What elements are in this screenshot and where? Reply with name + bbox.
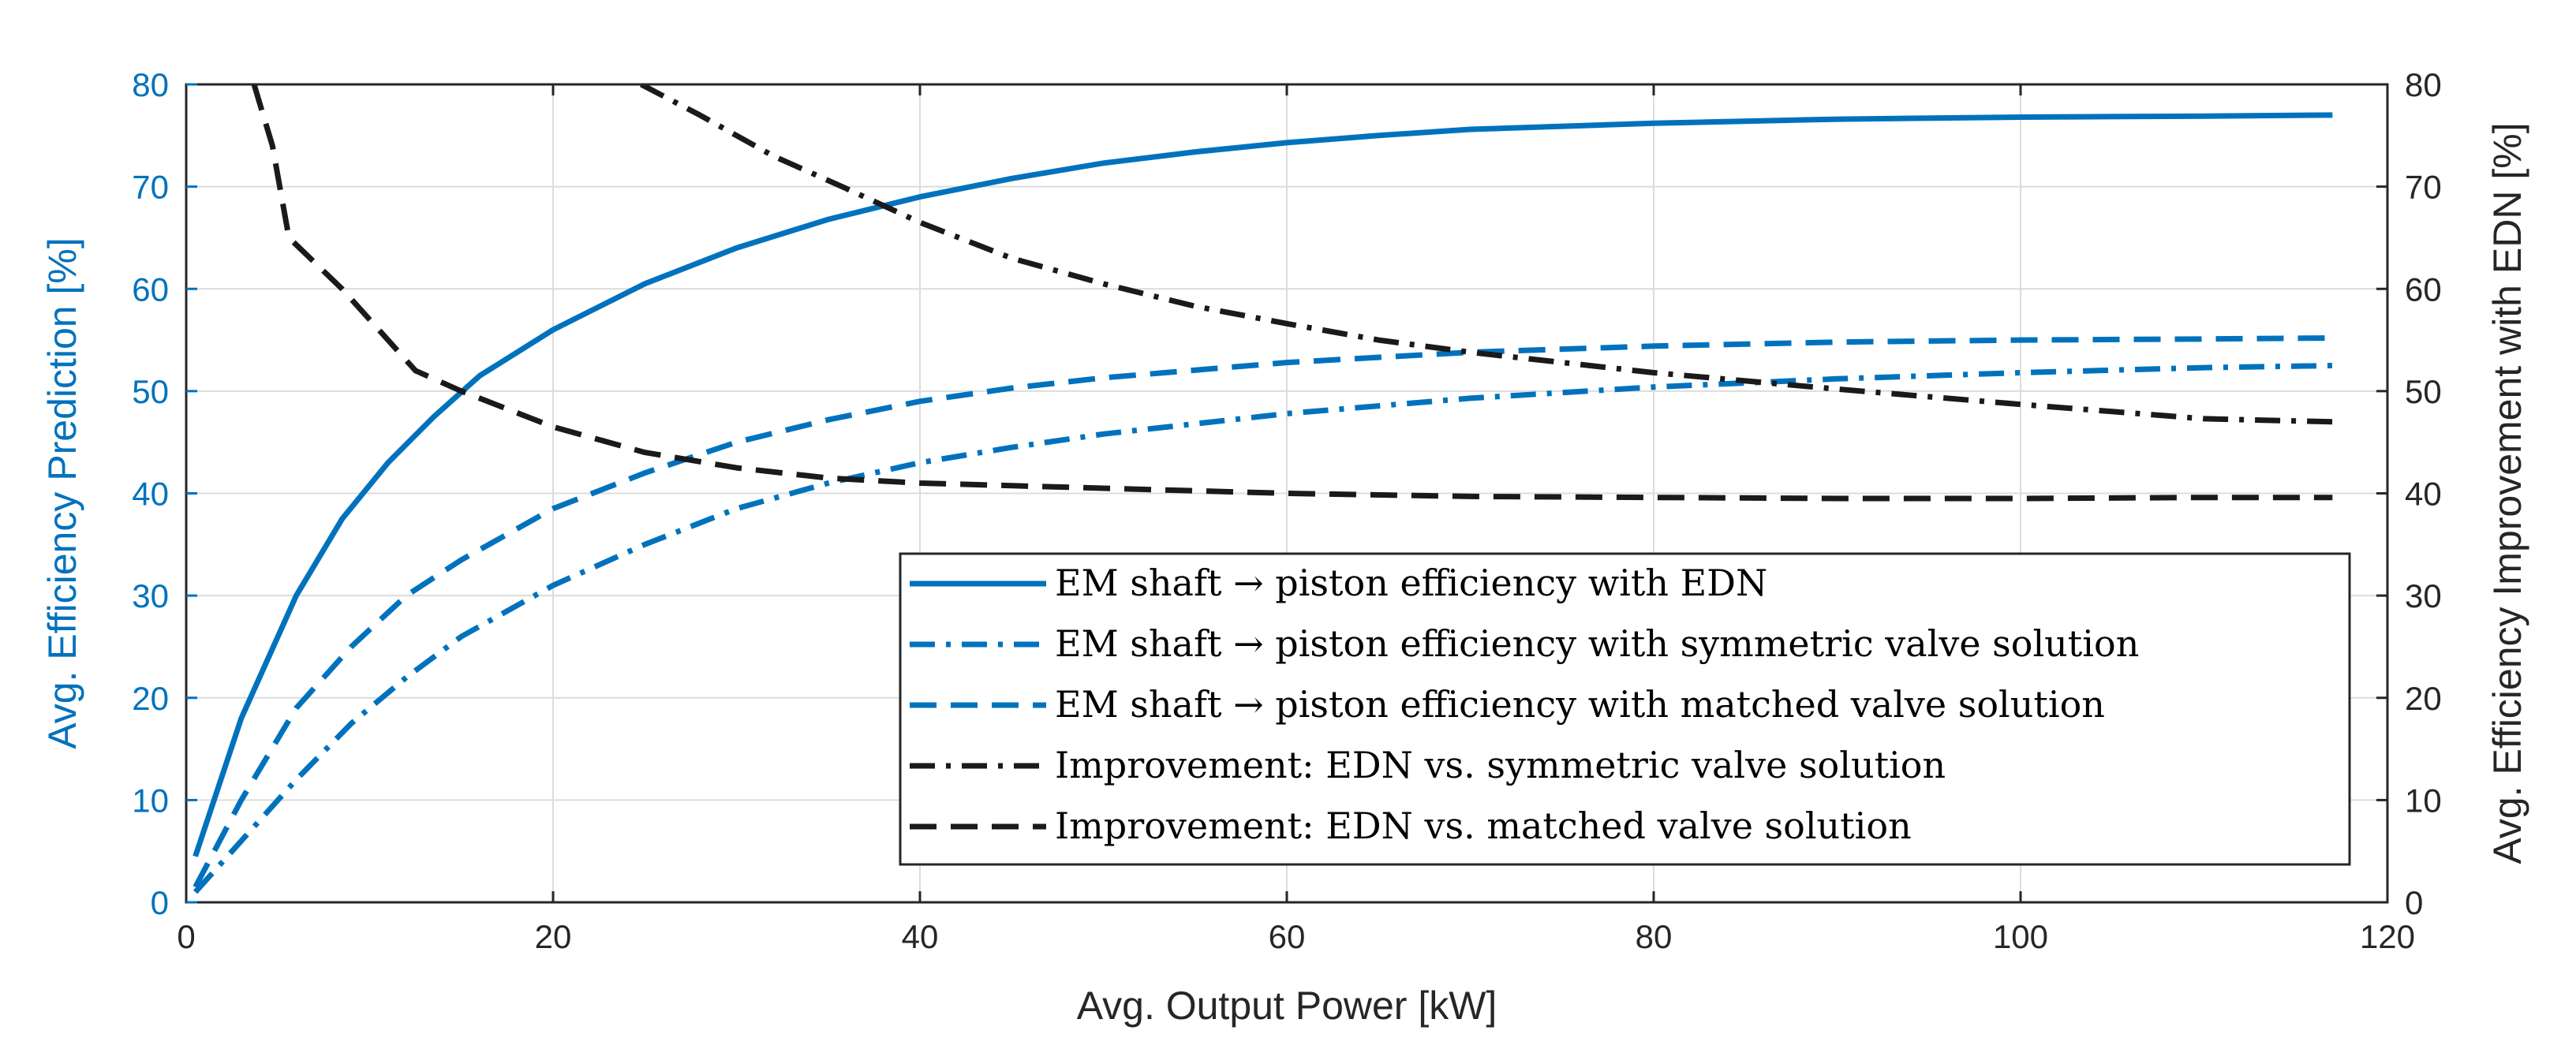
y-right-tick-label: 80 — [2405, 66, 2442, 103]
y-left-tick-label: 0 — [151, 884, 169, 921]
y-left-tick-label: 60 — [132, 271, 169, 308]
y-right-tick-label: 20 — [2405, 680, 2442, 717]
series-line-1 — [193, 112, 2333, 857]
y-right-tick-label: 60 — [2405, 271, 2442, 308]
y-left-tick-label: 80 — [132, 66, 169, 103]
x-tick-label: 120 — [2360, 918, 2415, 955]
x-tick-label: 80 — [1636, 918, 1673, 955]
y-right-tick-label: 70 — [2405, 169, 2442, 206]
y-right-tick-label: 0 — [2405, 884, 2423, 921]
series-line-5 — [251, 84, 2333, 502]
legend-label-1: EM shaft → piston efficiency with EDN — [1055, 562, 1767, 604]
legend-box — [899, 552, 2351, 866]
legend-label-3: EM shaft → piston efficiency with matche… — [1055, 683, 2105, 726]
series-line-3 — [193, 335, 2333, 889]
y-axis-left-label: Avg. Efficiency Prediction [%] — [40, 237, 84, 749]
legend: EM shaft → piston efficiency with EDN EM … — [899, 552, 2351, 866]
y-left-tick-label: 30 — [132, 577, 169, 614]
y-right-tick-label: 10 — [2405, 782, 2442, 819]
axis-ticks: 0 20 40 60 80 100 1200102030405060708001020304… — [132, 66, 2441, 955]
series-lines — [193, 84, 2333, 894]
y-left-tick-label: 50 — [132, 373, 169, 410]
legend-label-5: Improvement: EDN vs. matched valve solut… — [1055, 805, 1912, 847]
y-left-tick-label: 40 — [132, 476, 169, 513]
legend-label-2: EM shaft → piston efficiency with symmet… — [1055, 622, 2139, 665]
x-tick-label: 40 — [902, 918, 939, 955]
series-line-4 — [639, 84, 2333, 425]
legend-label-4: Improvement: EDN vs. symmetric valve sol… — [1055, 744, 1946, 786]
y-left-tick-label: 20 — [132, 680, 169, 717]
x-tick-label: 20 — [535, 918, 572, 955]
y-left-tick-label: 70 — [132, 169, 169, 206]
x-tick-label: 100 — [1993, 918, 2048, 955]
y-right-tick-label: 30 — [2405, 577, 2442, 614]
y-axis-right-label: Avg. Efficiency Improvement with EDN [%] — [2485, 122, 2529, 864]
y-right-tick-label: 40 — [2405, 476, 2442, 513]
y-right-tick-label: 50 — [2405, 373, 2442, 410]
y-left-tick-label: 10 — [132, 782, 169, 819]
x-tick-label: 0 — [177, 918, 195, 955]
x-axis-label: Avg. Output Power [kW] — [1077, 984, 1497, 1028]
x-tick-label: 60 — [1269, 918, 1306, 955]
